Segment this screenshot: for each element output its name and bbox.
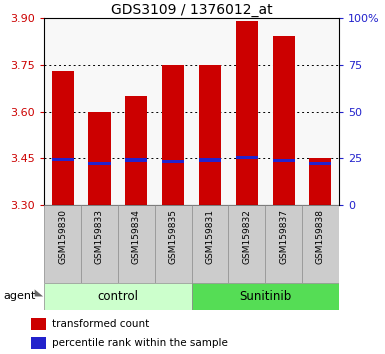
Text: GSM159837: GSM159837 <box>279 209 288 264</box>
Bar <box>31 318 46 330</box>
Bar <box>273 36 295 205</box>
Bar <box>192 283 339 310</box>
Bar <box>89 161 110 165</box>
Bar <box>44 283 192 310</box>
Text: GSM159830: GSM159830 <box>58 209 67 264</box>
Text: percentile rank within the sample: percentile rank within the sample <box>52 338 228 348</box>
Bar <box>125 96 147 205</box>
Bar <box>52 158 74 161</box>
Bar <box>125 159 147 161</box>
Bar <box>162 160 184 163</box>
Text: control: control <box>97 290 138 303</box>
Text: GSM159832: GSM159832 <box>242 209 251 264</box>
Text: GSM159835: GSM159835 <box>169 209 177 264</box>
Text: GSM159831: GSM159831 <box>206 209 214 264</box>
Text: agent: agent <box>4 291 36 302</box>
Bar <box>89 112 110 205</box>
Text: Sunitinib: Sunitinib <box>239 290 291 303</box>
Bar <box>31 337 46 349</box>
Text: GSM159838: GSM159838 <box>316 209 325 264</box>
Text: GSM159834: GSM159834 <box>132 209 141 264</box>
Bar <box>273 159 295 162</box>
Bar <box>162 64 184 205</box>
Bar <box>44 205 339 283</box>
Bar <box>310 161 331 165</box>
Text: transformed count: transformed count <box>52 319 149 329</box>
Bar <box>236 156 258 159</box>
Bar <box>310 158 331 205</box>
Title: GDS3109 / 1376012_at: GDS3109 / 1376012_at <box>111 3 272 17</box>
Bar <box>199 64 221 205</box>
Bar <box>52 71 74 205</box>
Bar <box>236 21 258 205</box>
Text: GSM159833: GSM159833 <box>95 209 104 264</box>
Bar <box>199 159 221 161</box>
